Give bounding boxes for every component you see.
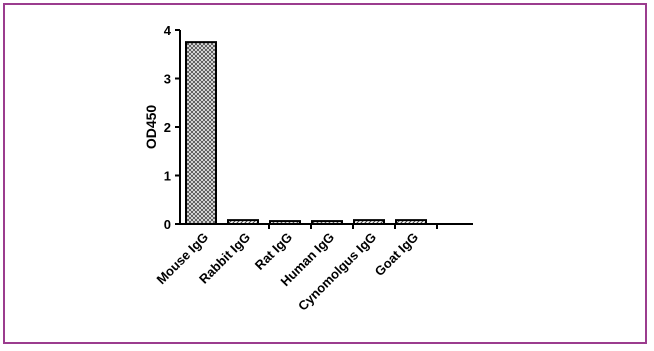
x-tick-label: Cynomolgus IgG	[295, 230, 379, 314]
figure-frame	[3, 3, 647, 344]
bars-layer	[185, 41, 427, 225]
y-tick-label: 1	[164, 169, 171, 184]
y-ticks-layer: 0 1 2 3 4	[164, 23, 180, 232]
y-tick-label: 3	[164, 72, 171, 87]
y-axis-title: OD450	[143, 105, 159, 150]
x-tick-label: Goat IgG	[372, 230, 421, 279]
y-tick-label: 4	[164, 23, 172, 38]
bar-mouse-igg	[185, 41, 217, 225]
y-tick-label: 2	[164, 120, 171, 135]
y-tick-label: 0	[164, 217, 171, 232]
